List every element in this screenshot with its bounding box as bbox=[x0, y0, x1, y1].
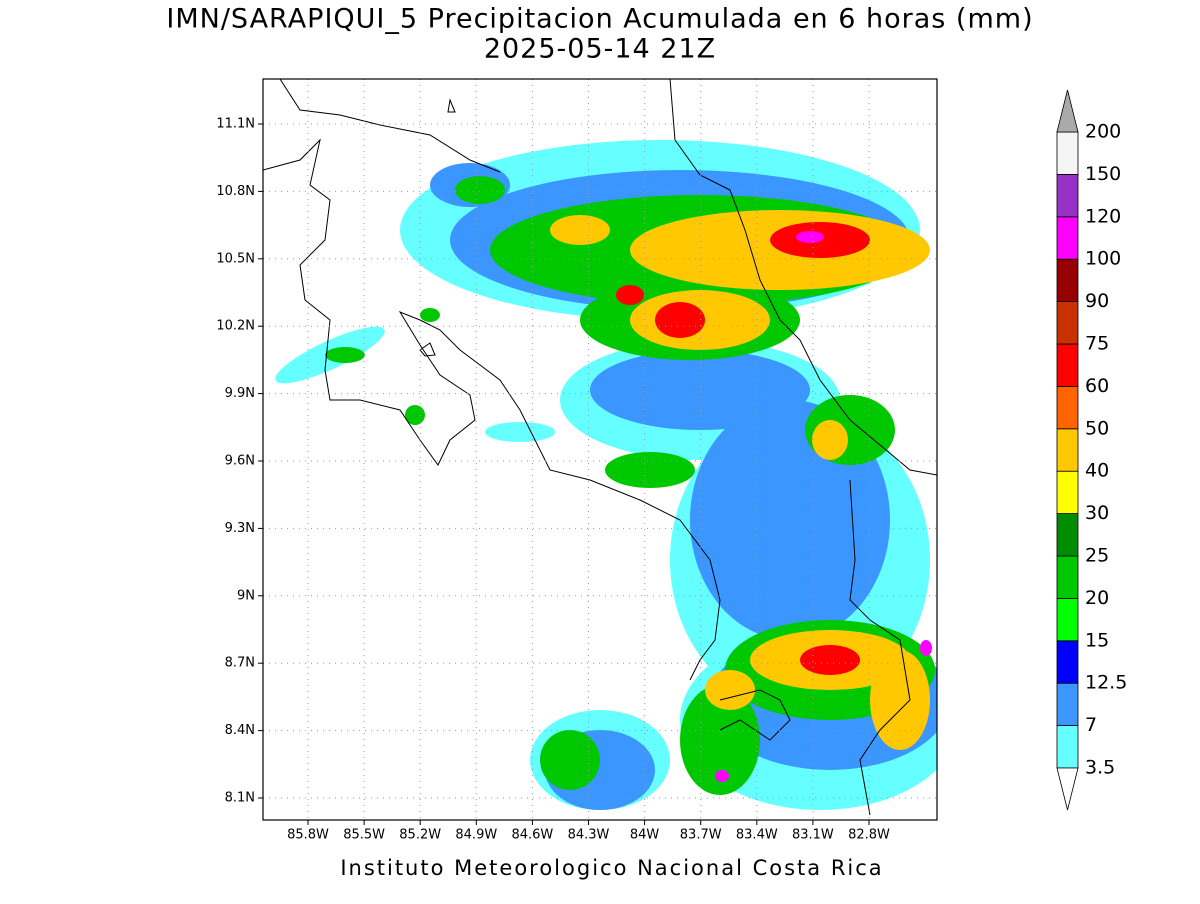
lon-label: 84.9W bbox=[455, 828, 497, 843]
lon-label: 85.2W bbox=[399, 828, 441, 843]
colorbar-segment bbox=[1056, 555, 1079, 599]
colorbar-segment bbox=[1056, 470, 1079, 515]
colorbar-segment bbox=[1056, 385, 1079, 430]
colorbar-label: 25 bbox=[1085, 545, 1109, 567]
colorbar-segment bbox=[1056, 343, 1079, 387]
lon-label: 83.1W bbox=[792, 828, 834, 843]
lat-label: 8.7N bbox=[225, 656, 255, 671]
colorbar-segment bbox=[1056, 428, 1079, 472]
lat-label: 8.4N bbox=[225, 723, 255, 738]
colorbar-label: 75 bbox=[1085, 333, 1109, 355]
colorbar-label: 90 bbox=[1085, 290, 1109, 312]
title: IMN/SARAPIQUI_5 Precipitacion Acumulada … bbox=[166, 4, 1033, 35]
colorbar-label: 40 bbox=[1085, 460, 1109, 482]
colorbar-label: 60 bbox=[1085, 375, 1109, 397]
lon-label: 84W bbox=[630, 828, 660, 843]
colorbar-label: 3.5 bbox=[1085, 757, 1115, 779]
footer: Instituto Meteorologico Nacional Costa R… bbox=[340, 856, 883, 880]
lon-label: 82.8W bbox=[848, 828, 890, 843]
lat-label: 11.1N bbox=[216, 117, 255, 132]
colorbar-label: 50 bbox=[1085, 417, 1109, 439]
lat-label: 10.2N bbox=[216, 319, 255, 334]
colorbar-label: 15 bbox=[1085, 629, 1109, 651]
grid: 11.1N 10.8N 10.5N 10.2N 9.9N 9.6N 9.3N 9N 8.7N 8.… bbox=[216, 79, 937, 843]
lon-label: 83.4W bbox=[736, 828, 778, 843]
lat-label: 9.9N bbox=[225, 386, 255, 401]
colorbar-segment bbox=[1056, 640, 1079, 684]
colorbar: 3.5 7 12.5 15 20 25 30 40 50 60 75 90 100 120 150 200 bbox=[1056, 89, 1127, 811]
rain-magenta bbox=[715, 231, 932, 782]
colorbar-label: 30 bbox=[1085, 502, 1109, 524]
colorbar-over bbox=[1056, 89, 1079, 133]
colorbar-label: 7 bbox=[1085, 714, 1097, 736]
precip-field bbox=[263, 79, 937, 816]
colorbar-label: 120 bbox=[1085, 205, 1121, 227]
lat-label: 9N bbox=[237, 588, 255, 603]
colorbar-segment bbox=[1056, 173, 1079, 218]
lon-label: 85.8W bbox=[287, 828, 329, 843]
colorbar-segment bbox=[1056, 682, 1079, 727]
lon-label: 84.3W bbox=[568, 828, 610, 843]
colorbar-label: 20 bbox=[1085, 587, 1109, 609]
colorbar-label: 150 bbox=[1085, 163, 1121, 185]
colorbar-segment bbox=[1056, 258, 1079, 303]
colorbar-under bbox=[1056, 767, 1079, 811]
subtitle: 2025-05-14 21Z bbox=[484, 34, 716, 65]
lon-label: 83.7W bbox=[680, 828, 722, 843]
colorbar-segment bbox=[1056, 513, 1079, 557]
coastline bbox=[263, 79, 937, 816]
colorbar-segment bbox=[1056, 725, 1079, 769]
colorbar-segment bbox=[1056, 216, 1079, 260]
lat-label: 10.8N bbox=[216, 184, 255, 199]
colorbar-segment bbox=[1056, 598, 1079, 642]
lon-label: 85.5W bbox=[343, 828, 385, 843]
plot-frame bbox=[262, 78, 938, 821]
colorbar-label: 100 bbox=[1085, 248, 1121, 270]
colorbar-segment bbox=[1056, 301, 1079, 345]
lat-label: 8.1N bbox=[225, 791, 255, 806]
lat-label: 9.6N bbox=[225, 454, 255, 469]
lat-label: 10.5N bbox=[216, 251, 255, 266]
colorbar-label: 200 bbox=[1085, 121, 1121, 143]
lat-label: 9.3N bbox=[225, 521, 255, 536]
colorbar-label: 12.5 bbox=[1085, 672, 1127, 694]
colorbar-segment bbox=[1056, 131, 1079, 175]
lon-label: 84.6W bbox=[511, 828, 553, 843]
